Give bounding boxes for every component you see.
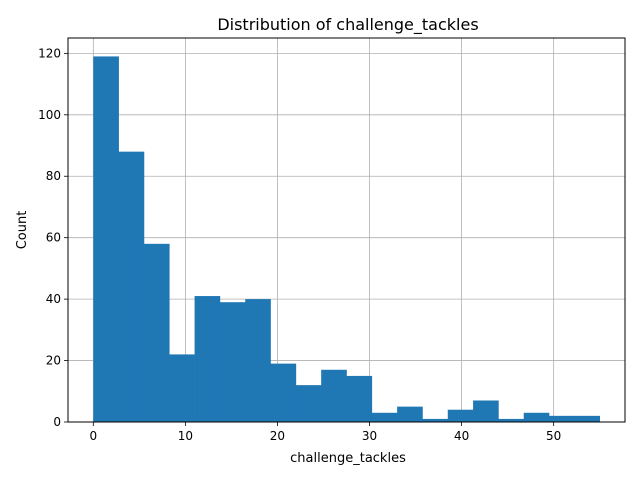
y-tick-label: 100 <box>38 108 61 122</box>
y-tick-label: 0 <box>53 415 61 429</box>
histogram-bar <box>371 412 398 422</box>
x-tick-label: 30 <box>362 429 377 443</box>
histogram-bar <box>270 363 297 422</box>
histogram-bar <box>118 151 145 422</box>
y-tick-label: 20 <box>46 354 61 368</box>
y-tick-label: 40 <box>46 292 61 306</box>
histogram-bar <box>346 375 373 422</box>
y-tick-label: 60 <box>46 231 61 245</box>
histogram-bar <box>397 406 423 422</box>
histogram-bar <box>447 409 474 422</box>
histogram-bar <box>422 418 449 422</box>
y-tick-label: 80 <box>46 169 61 183</box>
y-tick-label: 120 <box>38 46 61 60</box>
x-tick-label: 20 <box>270 429 285 443</box>
histogram-bar <box>245 299 271 422</box>
axis-ticks: 0 10 20 30 40 50 0 20 40 60 80 100 120 <box>38 46 561 443</box>
x-tick-label: 50 <box>546 429 561 443</box>
histogram-bar <box>93 56 119 422</box>
x-tick-label: 0 <box>89 429 97 443</box>
histogram-bar <box>321 369 347 422</box>
histogram-bar <box>219 302 246 422</box>
histogram-bar <box>143 243 170 422</box>
histogram-bars <box>93 56 600 422</box>
histogram-bar <box>523 412 550 422</box>
plot-frame <box>67 37 626 423</box>
histogram-bar <box>574 415 600 422</box>
chart-title: Distribution of challenge_tackles <box>217 15 478 35</box>
histogram-bar <box>295 385 322 422</box>
grid-lines <box>68 38 625 423</box>
histogram-bar <box>169 354 195 422</box>
histogram-bar <box>549 415 575 422</box>
x-tick-label: 10 <box>178 429 193 443</box>
y-axis-label: Count <box>15 211 30 250</box>
histogram-bar <box>194 296 221 422</box>
histogram-bar <box>498 418 525 422</box>
x-axis-label: challenge_tackles <box>290 451 406 466</box>
histogram-bar <box>473 400 499 422</box>
x-tick-label: 40 <box>454 429 469 443</box>
